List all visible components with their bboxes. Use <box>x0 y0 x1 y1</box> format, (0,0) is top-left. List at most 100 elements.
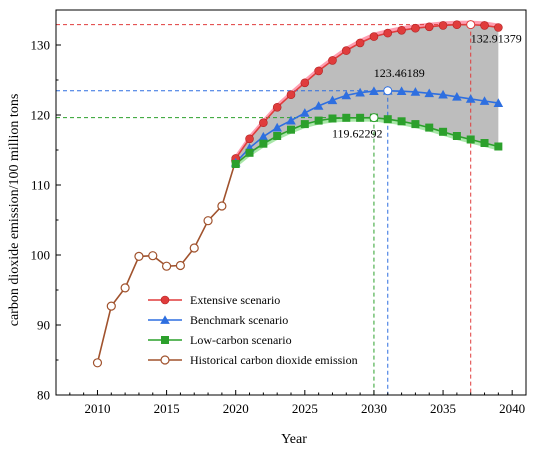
annotation-point-lowcarbon <box>369 113 379 123</box>
marker-extensive-2021 <box>245 134 254 144</box>
marker-lowcarbon-2020 <box>231 160 240 168</box>
marker-extensive-2030 <box>369 32 379 41</box>
marker-lowcarbon-2035 <box>439 127 448 136</box>
legend-label-lowcarbon: Low-carbon scenario <box>190 333 292 347</box>
legend-marker-extensive <box>160 295 170 305</box>
scenario-range-band <box>235 24 499 164</box>
marker-benchmark-2032 <box>396 86 407 96</box>
annotation-point-extensive <box>466 20 476 30</box>
marker-historical-2016 <box>175 260 186 271</box>
annotation-guides <box>56 24 472 395</box>
marker-benchmark-2037 <box>465 94 476 103</box>
marker-historical-2015 <box>161 261 172 271</box>
marker-extensive-2035 <box>438 21 448 30</box>
marker-extensive-2034 <box>424 22 434 32</box>
legend-label-benchmark: Benchmark scenario <box>190 313 288 327</box>
marker-lowcarbon-2027 <box>328 114 337 123</box>
marker-lowcarbon-2036 <box>452 132 461 140</box>
marker-lowcarbon-2039 <box>494 142 503 151</box>
legend-label-extensive: Extensive scenario <box>190 293 280 307</box>
x-tick-label-2035: 2035 <box>430 401 456 416</box>
marker-benchmark-2039 <box>493 98 504 107</box>
marker-extensive-2022 <box>259 118 268 127</box>
marker-extensive-2027 <box>328 56 337 65</box>
y-tick-label-110: 110 <box>31 178 50 193</box>
axes: 2010 2015 2020 2025 2030 2035 2040 80 90 100 110 12… <box>31 9 527 416</box>
legend-marker-historical <box>160 355 170 365</box>
marker-lowcarbon-2029 <box>356 113 365 122</box>
marker-extensive-2039 <box>494 23 503 32</box>
marker-benchmark-2036 <box>452 92 462 101</box>
annotation-label-benchmark: 123.46189 <box>374 66 425 80</box>
marker-lowcarbon-2034 <box>425 123 434 132</box>
legend-marker-benchmark <box>160 315 170 324</box>
marker-extensive-2032 <box>397 25 406 35</box>
y-tick-label-120: 120 <box>31 108 51 123</box>
marker-lowcarbon-2025 <box>300 120 309 129</box>
x-tick-label-2030: 2030 <box>361 401 387 416</box>
marker-lowcarbon-2021 <box>245 148 254 157</box>
marker-lowcarbon-2026 <box>314 116 323 125</box>
marker-benchmark-2030 <box>369 86 379 96</box>
x-axis-label: Year <box>281 432 307 447</box>
x-tick-label-2040: 2040 <box>499 401 525 416</box>
marker-benchmark-2027 <box>327 95 338 105</box>
marker-lowcarbon-2024 <box>287 125 295 134</box>
marker-benchmark-2026 <box>313 101 324 110</box>
marker-benchmark-2028 <box>341 90 352 100</box>
y-tick-label-130: 130 <box>31 38 51 53</box>
marker-historical-2010 <box>92 358 103 368</box>
marker-benchmark-2024 <box>286 115 296 125</box>
marker-historical-2011 <box>106 301 116 311</box>
x-tick-label-2025: 2025 <box>292 401 318 416</box>
x-tick-label-2015: 2015 <box>154 401 180 416</box>
x-tick-label-2020: 2020 <box>223 401 249 416</box>
marker-extensive-2024 <box>286 90 296 99</box>
annotations: 132.91379 123.46189 119.62292 <box>332 20 522 141</box>
marker-historical-2012 <box>120 283 130 293</box>
y-axis-label: carbon dioxide emission/100 million tons <box>7 94 22 327</box>
annotation-label-lowcarbon: 119.62292 <box>332 127 383 141</box>
marker-extensive-2033 <box>411 23 420 33</box>
marker-extensive-2036 <box>452 20 462 30</box>
marker-benchmark-2029 <box>355 87 365 97</box>
marker-benchmark-2035 <box>438 89 448 99</box>
x-tick-label-2010: 2010 <box>84 401 110 416</box>
marker-extensive-2026 <box>314 66 323 76</box>
legend: Extensive scenario Benchmark scenario Low-… <box>148 293 358 367</box>
marker-extensive-2031 <box>383 28 393 38</box>
marker-historical-2017 <box>189 243 199 253</box>
marker-lowcarbon-2023 <box>273 132 282 140</box>
annotation-point-benchmark <box>383 86 393 96</box>
marker-lowcarbon-2033 <box>411 120 420 129</box>
legend-marker-lowcarbon <box>161 336 169 344</box>
marker-lowcarbon-2037 <box>466 135 475 144</box>
marker-extensive-2025 <box>300 78 310 88</box>
marker-lowcarbon-2031 <box>383 115 392 124</box>
marker-benchmark-2038 <box>479 96 490 105</box>
marker-benchmark-2022 <box>258 131 269 141</box>
marker-benchmark-2034 <box>424 88 435 98</box>
marker-extensive-2023 <box>272 103 282 112</box>
marker-historical-2018 <box>203 216 213 226</box>
y-tick-label-80: 80 <box>37 388 50 403</box>
marker-historical-2013 <box>134 251 144 261</box>
marker-extensive-2029 <box>355 38 365 48</box>
marker-benchmark-2023 <box>272 122 282 132</box>
marker-benchmark-2033 <box>410 87 421 96</box>
marker-lowcarbon-2022 <box>259 139 268 148</box>
marker-lowcarbon-2032 <box>397 117 406 126</box>
marker-lowcarbon-2038 <box>480 139 489 147</box>
marker-historical-2014 <box>148 251 158 261</box>
legend-label-historical: Historical carbon dioxide emission <box>190 353 358 367</box>
marker-historical-2019 <box>217 201 227 211</box>
marker-benchmark-2025 <box>300 108 310 117</box>
marker-lowcarbon-2028 <box>342 113 351 122</box>
annotation-label-extensive: 132.91379 <box>471 32 522 46</box>
marker-extensive-2028 <box>341 46 351 55</box>
y-tick-label-90: 90 <box>37 318 50 333</box>
y-tick-label-100: 100 <box>31 248 51 263</box>
marker-extensive-2038 <box>480 21 489 30</box>
